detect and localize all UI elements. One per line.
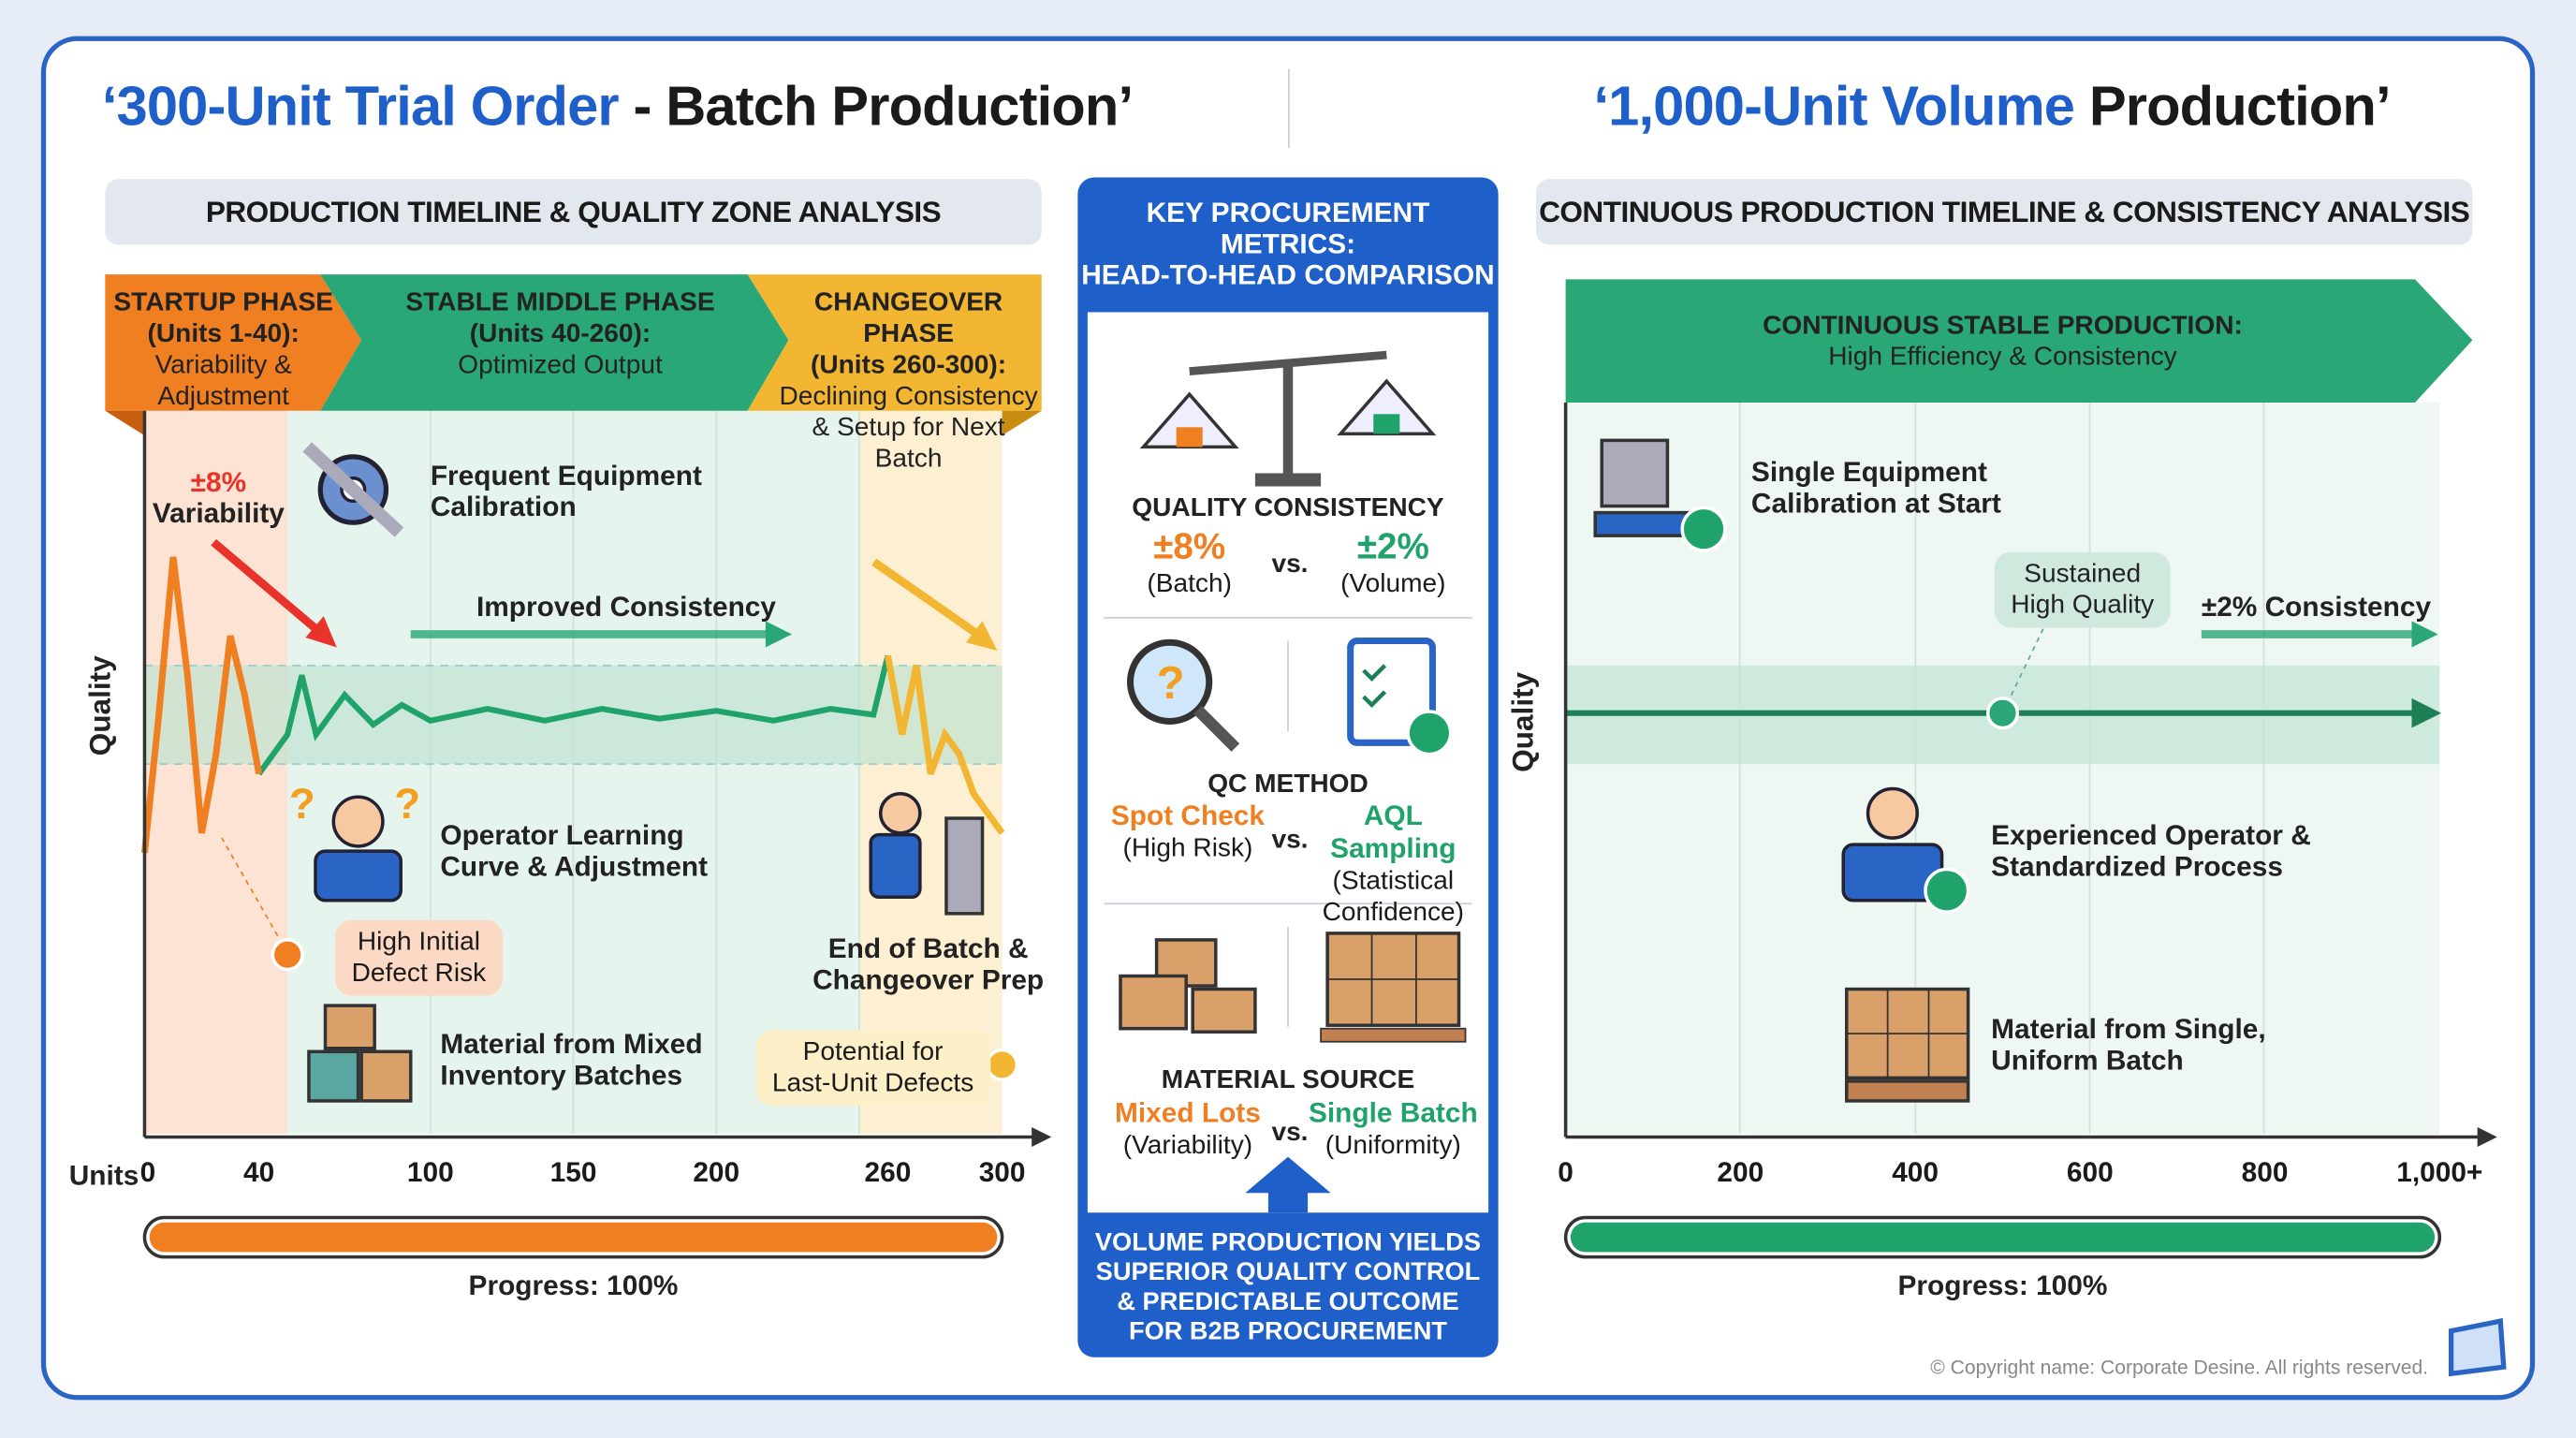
yellow-trend-arrow	[871, 558, 986, 641]
quality-line-startup	[140, 556, 263, 854]
x-tick-label: 0	[1558, 1156, 1573, 1188]
defect-risk-marker	[271, 938, 304, 972]
experienced-operator-icon	[1841, 786, 1970, 914]
qc-method-title: QC METHOD	[1208, 770, 1368, 799]
checklist-icon	[1347, 637, 1453, 756]
vs-label: vs.	[1271, 1119, 1309, 1148]
copyright: © Copyright name: Corporate Desine. All …	[1930, 1355, 2429, 1379]
experienced-operator-note: Experienced Operator & Standardized Proce…	[1991, 819, 2311, 883]
magnifier-question-icon: ?	[1126, 638, 1240, 752]
changeover-phase-label: CHANGEOVER PHASE (Units 260-300): Declinin…	[779, 288, 1038, 474]
quality-line-stable	[256, 654, 891, 776]
single-calibration-note: Single Equipment Calibration at Start	[1750, 456, 2001, 520]
units-label: Units	[68, 1160, 139, 1192]
left-section-header: PRODUCTION TIMELINE & QUALITY ZONE ANALY…	[105, 179, 1042, 245]
batch-consistency: ±8% (Batch)	[1147, 525, 1232, 598]
startup-phase-label: STARTUP PHASE (Units 1-40): Variability & A…	[113, 288, 333, 411]
vs-label: vs.	[1271, 826, 1309, 855]
metrics-body: ? QUALITY CONSISTENCY ±8% (Batch) vs. ±2%…	[1087, 312, 1489, 1213]
metrics-conclusion: VOLUME PRODUCTION YIELDS SUPERIOR QUALITY…	[1094, 1228, 1482, 1346]
defect-risk-callout: High Initial Defect Risk	[335, 919, 503, 996]
volume-consistency: ±2% (Volume)	[1340, 525, 1446, 598]
x-tick-label: 400	[1892, 1156, 1939, 1188]
x-tick-label: 800	[2241, 1156, 2289, 1188]
right-progress-label: Progress: 100%	[1897, 1269, 2108, 1302]
sustained-marker	[1985, 697, 2020, 730]
improved-consistency-label: Improved Consistency	[476, 591, 776, 624]
startup-phase-arrow	[105, 274, 362, 411]
x-tick-label: 40	[242, 1156, 275, 1188]
left-progress-fill	[149, 1222, 998, 1253]
consistency-label: ±2% Consistency	[2201, 591, 2432, 624]
right-section-header: CONTINUOUS PRODUCTION TIMELINE & CONSIST…	[1536, 179, 2473, 245]
x-tick-label: 1,000+	[2396, 1156, 2483, 1188]
calibrated-machine-icon	[1593, 438, 1727, 552]
pallet-boxes-icon	[1320, 932, 1467, 1043]
logo	[2448, 1317, 2507, 1377]
continuous-production-label: CONTINUOUS STABLE PRODUCTION: High Effici…	[1763, 312, 2243, 372]
single-material-note: Material from Single, Uniform Batch	[1991, 1013, 2266, 1077]
procurement-metrics-panel: KEY PROCUREMENT METRICS: HEAD-TO-HEAD COMP…	[1077, 177, 1499, 1357]
right-y-label: Quality	[1506, 671, 1540, 772]
x-tick-label: 600	[2066, 1156, 2114, 1188]
balance-scale-icon	[1139, 350, 1437, 487]
operator-note: Operator Learning Curve & Adjustment	[440, 819, 709, 883]
left-title: ‘300-Unit Trial Order - Batch Production…	[101, 75, 1134, 139]
left-progress-label: Progress: 100%	[468, 1269, 679, 1302]
title-divider	[1287, 68, 1290, 148]
x-tick-label: 200	[1717, 1156, 1764, 1188]
machinist-icon	[869, 791, 985, 916]
calibration-note: Frequent Equipment Calibration	[430, 460, 702, 523]
variability-callout: ±8% Variability	[152, 466, 285, 530]
up-arrow-icon	[1245, 1156, 1331, 1213]
right-progress-fill	[1570, 1222, 2436, 1253]
x-tick-label: 100	[406, 1156, 454, 1188]
confused-operator-icon: ??	[289, 780, 420, 902]
gear-wrench-icon	[302, 442, 404, 537]
single-batch: Single Batch (Uniformity)	[1308, 1097, 1478, 1161]
end-batch-note: End of Batch & Changeover Prep	[812, 932, 1045, 996]
mixed-boxes-icon	[307, 1004, 413, 1103]
right-title: ‘1,000-Unit Volume Production’	[1593, 75, 2391, 139]
last-unit-callout: Potential for Last-Unit Defects	[755, 1030, 990, 1107]
gridlines	[429, 410, 860, 1135]
aql-sampling: AQL Sampling (Statistical Confidence)	[1322, 800, 1465, 927]
changeover-phase-arrow	[747, 274, 1042, 411]
mixed-lots: Mixed Lots (Variability)	[1114, 1097, 1261, 1161]
left-y-label: Quality	[83, 655, 117, 756]
stable-phase-label: STABLE MIDDLE PHASE (Units 40-260): Optimi…	[405, 288, 715, 380]
sustained-quality-callout: Sustained High Quality	[1994, 551, 2171, 628]
continuous-production-arrow	[1565, 279, 2473, 403]
x-tick-label: 260	[864, 1156, 912, 1188]
stable-phase-arrow	[320, 274, 789, 411]
svg-text:?: ?	[289, 780, 315, 828]
x-tick-label: 150	[549, 1156, 597, 1188]
x-tick-label: 300	[978, 1156, 1026, 1188]
material-source-title: MATERIAL SOURCE	[1161, 1066, 1415, 1094]
x-tick-label: 200	[693, 1156, 740, 1188]
spot-check: Spot Check (High Risk)	[1110, 800, 1266, 863]
metrics-header: KEY PROCUREMENT METRICS: HEAD-TO-HEAD COMP…	[1081, 197, 1495, 291]
last-unit-marker	[986, 1048, 1019, 1081]
pallet-boxes-icon	[1844, 987, 1970, 1103]
quality-line-changeover	[885, 654, 1005, 835]
mixed-boxes-icon	[1119, 938, 1257, 1034]
material-note: Material from Mixed Inventory Batches	[440, 1028, 703, 1092]
vs-label: vs.	[1271, 550, 1309, 579]
svg-text:?: ?	[1157, 658, 1185, 709]
x-tick-label: 0	[139, 1156, 156, 1188]
red-trend-arrow	[211, 538, 324, 637]
svg-text:?: ?	[394, 780, 420, 828]
quality-consistency-title: QUALITY CONSISTENCY	[1132, 494, 1444, 523]
